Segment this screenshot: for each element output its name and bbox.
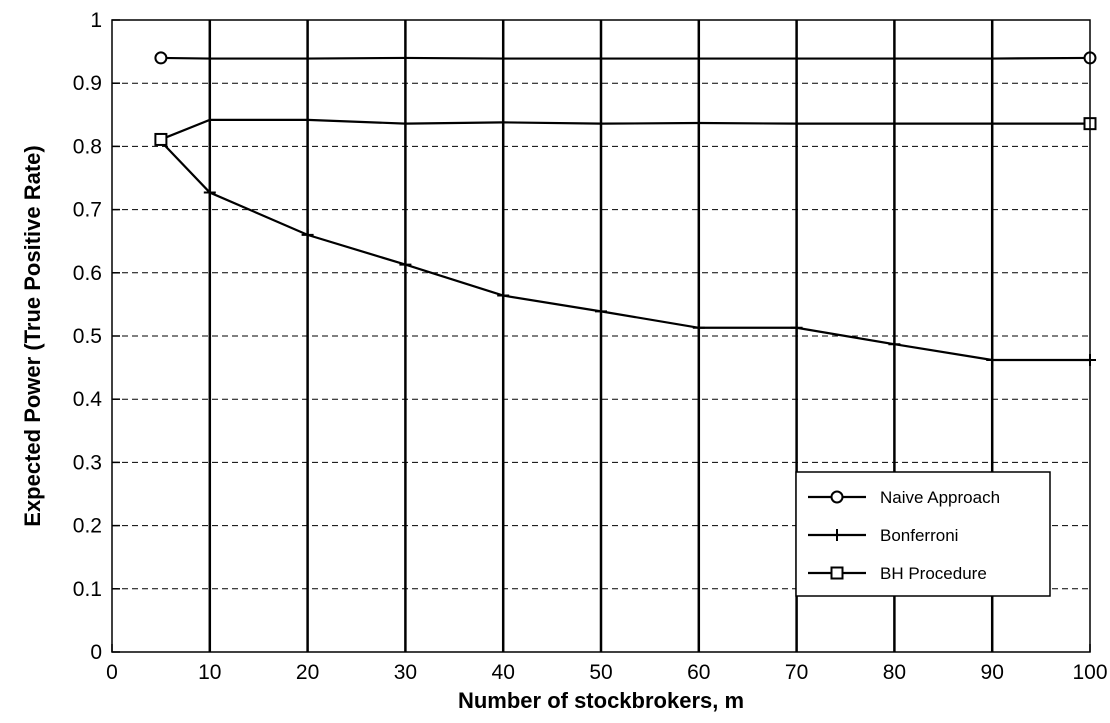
series-1-point-4 xyxy=(497,290,509,302)
y-tick-label-10: 1 xyxy=(90,9,102,32)
x-tick-label-8: 80 xyxy=(883,661,906,684)
x-tick-label-2: 20 xyxy=(296,661,319,684)
series-2 xyxy=(155,118,1095,145)
legend-marker-2 xyxy=(832,568,843,579)
x-axis-title: Number of stockbrokers, m xyxy=(458,688,744,713)
x-tick-label-6: 60 xyxy=(687,661,710,684)
series-0 xyxy=(155,52,1095,63)
x-tick-label-5: 50 xyxy=(589,661,612,684)
y-tick-label-3: 0.3 xyxy=(73,451,102,474)
series-1-point-8 xyxy=(888,338,900,350)
x-tick-label-1: 10 xyxy=(198,661,221,684)
x-tick-label-7: 70 xyxy=(785,661,808,684)
y-tick-label-8: 0.8 xyxy=(73,135,102,158)
series-1-point-7 xyxy=(791,322,803,334)
y-tick-label-6: 0.6 xyxy=(73,262,102,285)
series-1-point-6 xyxy=(693,322,705,334)
series-0-point-0 xyxy=(155,52,166,63)
series-1-point-5 xyxy=(595,305,607,317)
y-tick-label-9: 0.9 xyxy=(73,72,102,95)
series-0-line xyxy=(161,58,1090,59)
legend-label-2: BH Procedure xyxy=(880,564,987,583)
legend-label-0: Naive Approach xyxy=(880,488,1000,507)
series-1-line xyxy=(161,141,1090,360)
legend-marker-0 xyxy=(832,492,843,503)
series-2-point-0 xyxy=(155,134,166,145)
y-tick-label-0: 0 xyxy=(90,641,102,664)
x-tick-label-9: 90 xyxy=(981,661,1004,684)
y-tick-label-2: 0.2 xyxy=(73,515,102,538)
y-tick-label-1: 0.1 xyxy=(73,578,102,601)
y-tick-label-4: 0.4 xyxy=(73,388,103,411)
legend: Naive Approach Bonferroni BH Procedure xyxy=(796,472,1050,596)
legend-label-1: Bonferroni xyxy=(880,526,958,545)
y-axis-title: Expected Power (True Positive Rate) xyxy=(20,145,45,526)
series-1-point-2 xyxy=(302,229,314,241)
x-tick-label-4: 40 xyxy=(492,661,515,684)
y-tick-label-7: 0.7 xyxy=(73,199,102,222)
x-tick-label-0: 0 xyxy=(106,661,118,684)
x-tick-label-10: 100 xyxy=(1072,661,1107,684)
series-2-line xyxy=(161,120,1090,140)
x-tick-label-3: 30 xyxy=(394,661,417,684)
series-1-point-3 xyxy=(399,259,411,271)
y-tick-label-5: 0.5 xyxy=(73,325,102,348)
series-1-point-9 xyxy=(986,354,998,366)
series-1 xyxy=(161,141,1096,366)
